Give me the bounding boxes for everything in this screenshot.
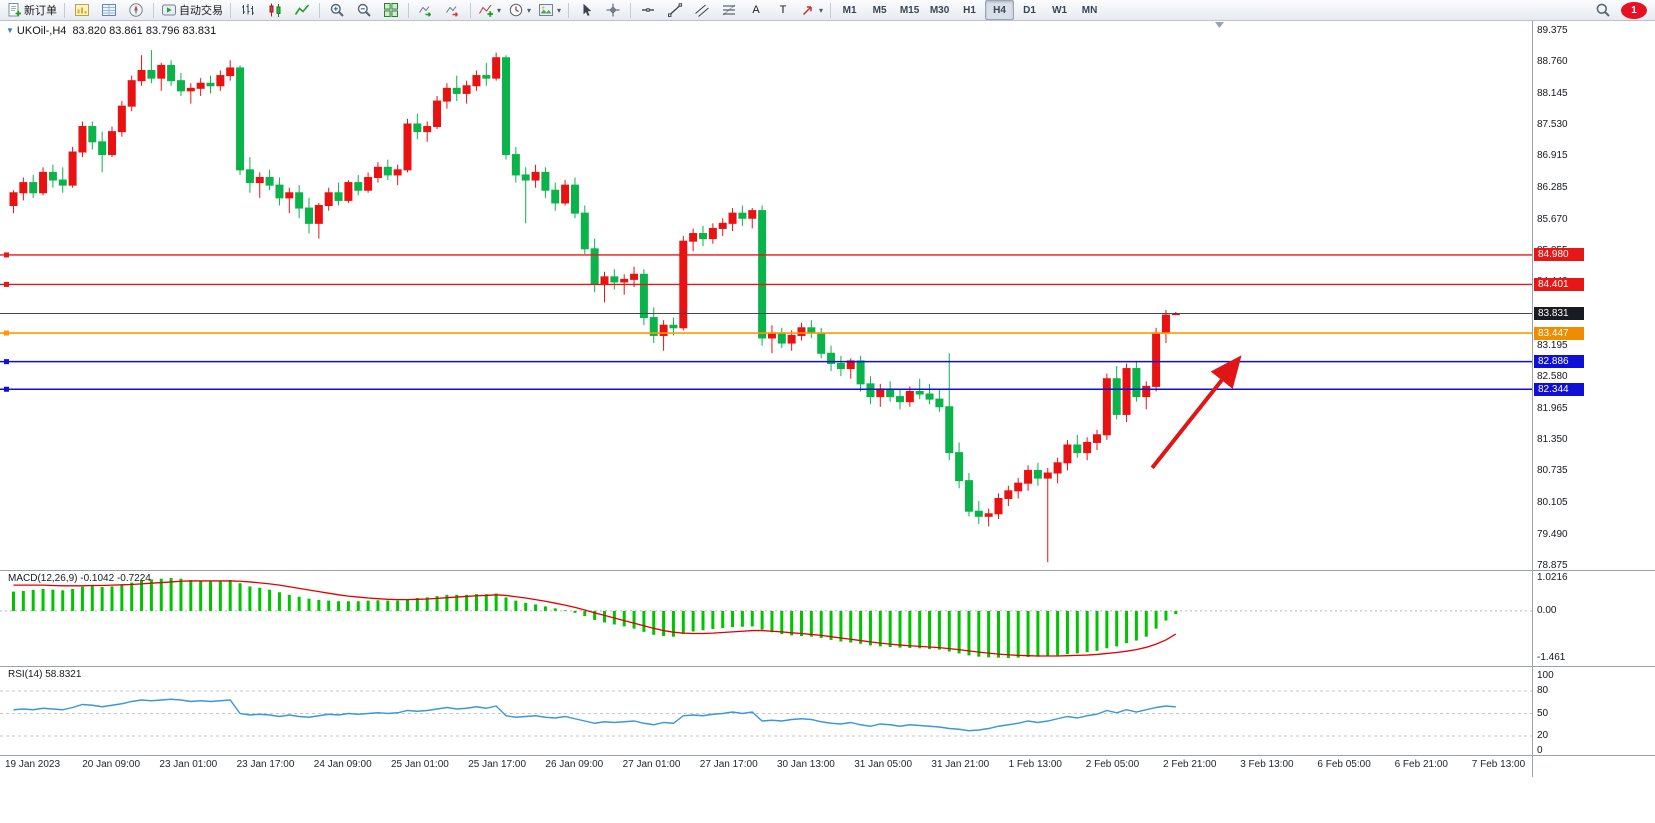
- timeframe-mn-button[interactable]: MN: [1081, 4, 1098, 16]
- market-watch-button[interactable]: [69, 0, 95, 20]
- data-window-button[interactable]: [96, 0, 122, 20]
- macd-signal-line: [13, 580, 1177, 657]
- annotation-arrow[interactable]: [1150, 355, 1242, 470]
- new-order-button[interactable]: 新订单: [3, 0, 60, 20]
- candle-chart-icon: [267, 2, 283, 18]
- tile-windows-button[interactable]: [378, 0, 404, 20]
- toolbar-separator: [630, 2, 632, 18]
- arrows-button[interactable]: ▾: [797, 0, 826, 20]
- cursor-button[interactable]: [573, 0, 599, 20]
- autotrading-button[interactable]: 自动交易: [158, 0, 226, 20]
- channel-button[interactable]: [689, 0, 715, 20]
- timeframe-d1-button[interactable]: D1: [1023, 4, 1036, 16]
- periods-button[interactable]: ▾: [505, 0, 534, 20]
- macd-histogram: [12, 578, 1178, 658]
- toolbar-separator: [230, 2, 231, 18]
- autotrading-button-label: 自动交易: [179, 5, 223, 17]
- bar-chart-icon: [240, 2, 256, 18]
- crosshair-button[interactable]: [600, 0, 626, 20]
- main-toolbar: 新订单 自动交易 ▾ ▾ ▾ A T ▾ M1 M5 M15 M30 H1 H4 D1 W1 MN 1: [0, 0, 1655, 21]
- text-button-label: A: [752, 4, 760, 16]
- autotrading-icon: [161, 2, 177, 18]
- new-order-button-label: 新订单: [24, 5, 57, 17]
- auto-scroll-icon: [418, 2, 434, 18]
- bar-chart-button[interactable]: [235, 0, 261, 20]
- chart-symbol-header: ▼ UKOil-,H4 83.820 83.861 83.796 83.831: [6, 25, 216, 37]
- text-button[interactable]: A: [743, 0, 769, 20]
- toolbar-separator: [153, 2, 154, 18]
- templates-button[interactable]: ▾: [535, 0, 564, 20]
- toolbar-separator: [470, 2, 471, 18]
- zoom-out-icon: [356, 2, 372, 18]
- hline-handle[interactable]: [4, 386, 9, 392]
- chevron-down-icon: ▾: [819, 5, 824, 15]
- navigator-icon: [128, 2, 144, 18]
- templates-icon: [538, 2, 554, 18]
- hline-handle[interactable]: [4, 359, 9, 365]
- rsi-line: [13, 698, 1176, 732]
- notification-badge[interactable]: 1: [1621, 1, 1647, 19]
- toolbar-separator: [408, 2, 409, 18]
- fibonacci-button[interactable]: [716, 0, 742, 20]
- indicators-button[interactable]: ▾: [475, 0, 504, 20]
- chevron-down-icon: ▾: [527, 5, 532, 15]
- periods-icon: [508, 2, 524, 18]
- hline-handle[interactable]: [4, 330, 9, 336]
- arrows-icon: [800, 2, 816, 18]
- chevron-down-icon: ▾: [557, 5, 562, 15]
- timeframe-h4-button[interactable]: H4: [985, 0, 1015, 20]
- chart-shift-icon: [445, 2, 461, 18]
- timeframe-h1-button[interactable]: H1: [963, 4, 976, 16]
- candle-chart-button[interactable]: [262, 0, 288, 20]
- text-label-button-label: T: [779, 4, 787, 16]
- line-chart-button[interactable]: [289, 0, 315, 20]
- timeframe-m1-button[interactable]: M1: [842, 4, 857, 16]
- toolbar-separator: [319, 2, 320, 18]
- zoom-in-icon: [329, 2, 345, 18]
- hline-handle[interactable]: [4, 252, 9, 258]
- line-chart-icon: [294, 2, 310, 18]
- timeframe-m5-button[interactable]: M5: [872, 4, 887, 16]
- toolbar-right-cluster: 1: [1590, 0, 1652, 20]
- data-window-icon: [101, 2, 117, 18]
- timeframe-m30-button[interactable]: M30: [929, 4, 950, 16]
- hline-handle[interactable]: [4, 281, 9, 287]
- toolbar-separator: [830, 2, 832, 18]
- channel-icon: [694, 2, 710, 18]
- shift-marker-icon: [1215, 22, 1224, 28]
- search-icon: [1595, 2, 1611, 18]
- horizontal-line-button[interactable]: [635, 0, 661, 20]
- trendline-button[interactable]: [662, 0, 688, 20]
- crosshair-icon: [605, 2, 621, 18]
- timeframe-m15-button[interactable]: M15: [899, 4, 920, 16]
- trendline-icon: [667, 2, 683, 18]
- search-button[interactable]: [1590, 0, 1616, 20]
- auto-scroll-button[interactable]: [413, 0, 439, 20]
- navigator-button[interactable]: [123, 0, 149, 20]
- toolbar-separator: [568, 2, 570, 18]
- rsi-indicator-label: RSI(14) 58.8321: [8, 669, 82, 680]
- toolbar-separator: [64, 2, 65, 18]
- fibonacci-icon: [721, 2, 737, 18]
- chart-shift-button[interactable]: [440, 0, 466, 20]
- tile-windows-icon: [383, 2, 399, 18]
- zoom-out-button[interactable]: [351, 0, 377, 20]
- text-label-button[interactable]: T: [770, 0, 796, 20]
- new-order-icon: [6, 2, 22, 18]
- one-click-trading-arrow-icon[interactable]: ▼: [6, 26, 14, 35]
- market-watch-icon: [74, 2, 90, 18]
- chevron-down-icon: ▾: [497, 5, 502, 15]
- zoom-in-button[interactable]: [324, 0, 350, 20]
- indicators-icon: [478, 2, 494, 18]
- macd-indicator-label: MACD(12,26,9) -0.1042 -0.7224: [8, 573, 151, 584]
- cursor-icon: [578, 2, 594, 18]
- candles-layer: [9, 50, 1180, 563]
- ohlc-values: 83.820 83.861 83.796 83.831: [72, 25, 217, 37]
- horizontal-line-icon: [640, 2, 656, 18]
- symbol-title: UKOil-,H4: [16, 25, 67, 37]
- timeframe-w1-button[interactable]: W1: [1052, 4, 1068, 16]
